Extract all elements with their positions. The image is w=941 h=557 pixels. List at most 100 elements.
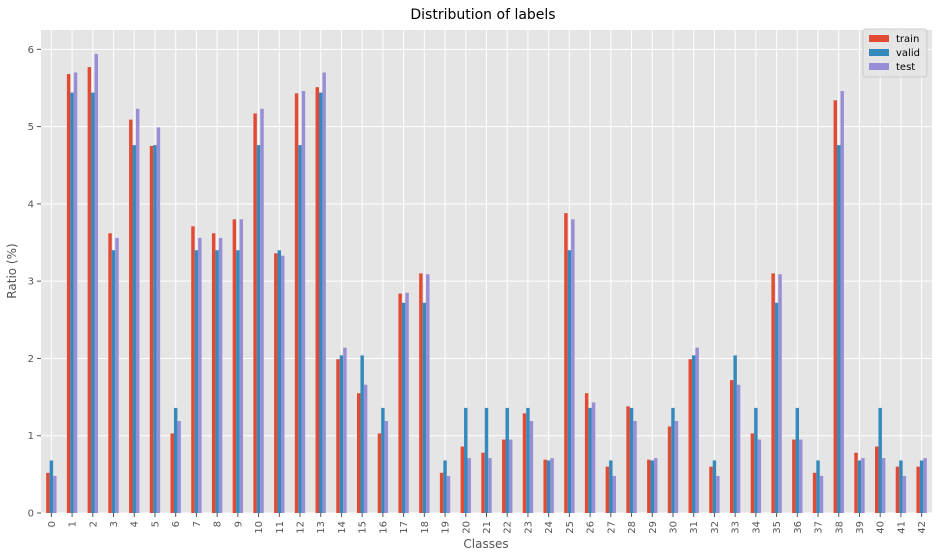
bar-train-17 [398,293,402,513]
x-tick-label: 4 [130,521,141,527]
bar-test-34 [757,439,762,513]
bar-train-6 [170,433,174,513]
bar-test-14 [343,347,347,513]
bar-test-25 [571,219,575,513]
x-tick-label: 42 [917,521,928,534]
x-tick-label: 39 [855,521,866,534]
bar-test-30 [674,421,679,513]
bar-test-36 [799,439,803,513]
bar-valid-37 [816,460,820,513]
x-tick-label: 18 [420,521,431,534]
bar-valid-0 [49,460,54,513]
x-tick-label: 41 [896,521,907,534]
bar-valid-24 [546,460,551,513]
bar-valid-16 [381,407,385,513]
bar-valid-42 [919,460,924,513]
y-tick-label: 1 [28,431,34,442]
bar-valid-34 [754,407,758,513]
bar-valid-23 [526,407,530,513]
bar-valid-27 [609,460,613,513]
bar-valid-32 [712,460,717,513]
bar-train-19 [439,472,444,513]
bar-train-12 [294,93,299,513]
bar-train-38 [833,100,838,513]
bar-train-14 [336,359,340,513]
bar-train-41 [895,466,900,513]
bar-train-36 [792,439,796,513]
x-tick-label: 35 [772,521,783,534]
bar-valid-21 [484,407,489,513]
y-tick-label: 2 [28,354,34,365]
x-tick-label: 37 [814,521,825,534]
bar-valid-4 [132,145,136,513]
bar-train-4 [129,119,133,513]
legend-swatch-train [869,35,889,42]
bar-test-20 [467,458,471,513]
bar-train-5 [149,145,154,514]
x-tick-label: 26 [586,521,597,534]
bar-test-35 [778,274,782,513]
bar-test-23 [529,421,534,513]
bar-valid-36 [795,407,800,513]
bar-test-38 [840,91,844,513]
x-tick-label: 8 [213,521,224,527]
bar-test-16 [384,421,389,513]
bar-valid-31 [691,355,696,513]
bar-train-34 [750,433,755,513]
bar-test-21 [488,458,492,513]
bar-valid-26 [588,407,592,513]
bar-train-39 [854,452,858,513]
x-tick-label: 36 [793,521,804,534]
x-tick-label: 12 [296,521,307,534]
bar-test-31 [695,347,699,513]
bar-valid-29 [650,460,654,513]
x-tick-label: 3 [109,521,120,527]
x-tick-label: 7 [192,521,203,527]
bar-test-19 [446,475,451,513]
y-tick-label: 6 [28,45,34,56]
bar-train-30 [667,426,672,513]
bar-train-7 [191,226,195,513]
bar-train-0 [46,472,50,513]
bar-valid-19 [443,460,447,513]
bar-test-6 [177,421,181,513]
x-tick-label: 5 [150,521,161,527]
bar-train-1 [66,74,71,514]
bar-train-21 [481,452,485,513]
bar-valid-11 [277,250,282,514]
bar-valid-25 [567,250,572,514]
bar-train-23 [522,413,527,513]
bar-train-13 [315,87,320,514]
bar-test-0 [53,475,57,513]
bar-test-11 [281,255,285,513]
bar-train-18 [419,273,423,513]
bar-train-3 [108,233,112,513]
x-tick-label: 28 [627,521,638,534]
x-tick-label: 16 [378,521,389,534]
x-tick-label: 9 [233,521,244,527]
y-tick-label: 3 [28,277,34,288]
bar-test-41 [902,475,907,513]
bar-train-9 [232,219,237,513]
bar-test-5 [156,127,161,513]
x-tick-label: 19 [441,521,452,534]
x-tick-label: 29 [648,521,659,534]
bar-valid-5 [153,145,157,513]
bar-test-33 [736,384,741,513]
bar-valid-1 [70,92,74,513]
bar-train-28 [626,406,630,513]
bar-test-27 [612,475,617,513]
x-tick-label: 33 [731,521,742,534]
bar-valid-33 [733,355,737,513]
bar-test-8 [218,237,223,514]
bar-valid-9 [236,250,240,514]
bar-test-12 [301,91,306,513]
y-tick-label: 0 [28,509,34,520]
bar-train-31 [688,359,692,513]
bar-train-26 [584,393,589,513]
bar-valid-2 [91,92,95,513]
bar-test-9 [239,219,244,513]
x-tick-label: 15 [358,521,369,534]
bar-train-27 [605,466,610,513]
bar-valid-7 [194,250,199,514]
